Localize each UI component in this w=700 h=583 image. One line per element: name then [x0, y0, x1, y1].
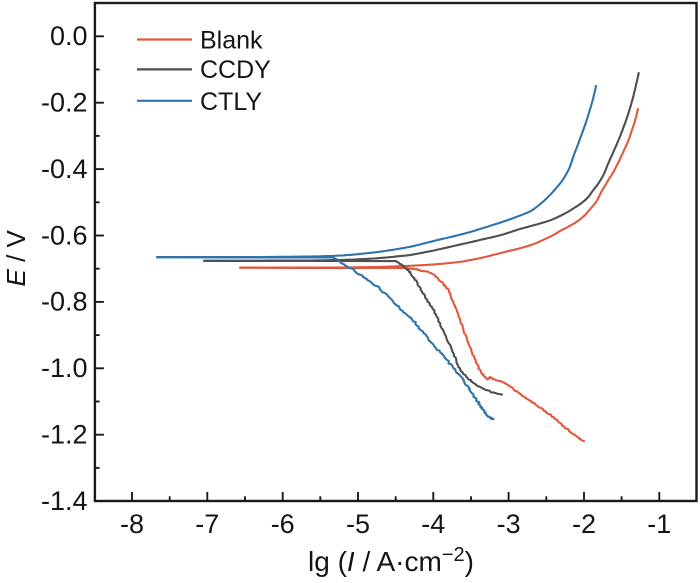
svg-text:0.0: 0.0 — [50, 21, 88, 51]
svg-text:-7: -7 — [195, 509, 219, 539]
svg-text:-1.0: -1.0 — [41, 353, 88, 383]
svg-text:-4: -4 — [421, 509, 445, 539]
svg-text:-2: -2 — [572, 509, 596, 539]
svg-text:-0.6: -0.6 — [41, 220, 88, 250]
svg-text:Blank: Blank — [200, 27, 263, 55]
svg-text:-5: -5 — [346, 509, 370, 539]
svg-text:-6: -6 — [271, 509, 295, 539]
svg-text:CCDY: CCDY — [200, 56, 271, 84]
svg-text:-1.4: -1.4 — [41, 486, 88, 516]
svg-text:-8: -8 — [120, 509, 144, 539]
svg-text:E / V: E / V — [1, 229, 31, 286]
svg-text:-0.2: -0.2 — [41, 88, 88, 118]
svg-text:-0.8: -0.8 — [41, 287, 88, 317]
svg-text:-3: -3 — [497, 509, 521, 539]
svg-text:-1: -1 — [647, 509, 671, 539]
svg-text:-1.2: -1.2 — [41, 420, 88, 450]
svg-text:-0.4: -0.4 — [41, 154, 88, 184]
svg-text:CTLY: CTLY — [200, 88, 262, 116]
